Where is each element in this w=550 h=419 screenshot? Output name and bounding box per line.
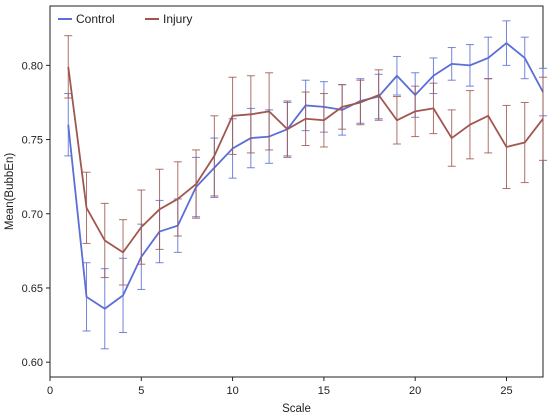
- x-tick-label: 0: [47, 385, 53, 397]
- series-control: [64, 20, 547, 350]
- plot-frame: [49, 5, 544, 378]
- x-tick-label: 25: [500, 385, 512, 397]
- x-tick-label: 20: [409, 385, 421, 397]
- y-tick-label: 0.60: [22, 357, 43, 369]
- x-tick-label: 10: [226, 385, 238, 397]
- y-tick-label: 0.65: [22, 283, 43, 295]
- y-tick-label: 0.80: [22, 60, 43, 72]
- axes: 0 5 10 15 20 25 0.60 0.65 0.70 0.75 0.80: [22, 5, 544, 397]
- y-tick-label: 0.70: [22, 209, 43, 221]
- x-axis-title: Scale: [282, 403, 311, 415]
- injury-line: [67, 66, 544, 254]
- x-tick-label: 15: [318, 385, 330, 397]
- x-tick-label: 5: [138, 385, 144, 397]
- legend-label-control: Control: [76, 12, 115, 26]
- y-tick-label: 0.75: [22, 135, 43, 147]
- legend: Control Injury: [58, 12, 192, 26]
- series-layer: [64, 20, 547, 350]
- series-injury: [64, 35, 547, 286]
- y-axis-title: Mean(BubbEn): [4, 153, 16, 231]
- legend-label-injury: Injury: [163, 12, 192, 26]
